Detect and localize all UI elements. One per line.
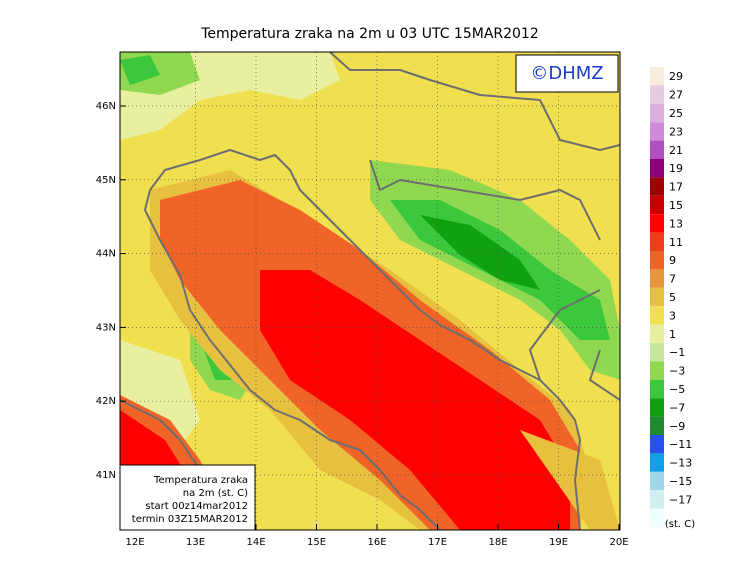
colorbar-swatch	[650, 67, 664, 86]
colorbar-swatch	[650, 159, 664, 178]
lat-label: 44N	[96, 249, 116, 260]
colorbar-label: −3	[669, 365, 685, 378]
colorbar-swatch	[650, 232, 664, 251]
colorbar-label: 19	[669, 162, 683, 175]
colorbar-label: −7	[669, 401, 685, 414]
info-lines: Temperatura zraka na 2m (st. C) start 00z1…	[132, 475, 248, 525]
info-line: Temperatura zraka	[153, 475, 248, 486]
colorbar-swatch	[650, 306, 664, 325]
colorbar-swatch	[650, 361, 664, 380]
info-line: na 2m (st. C)	[183, 488, 248, 499]
colorbar-label: 9	[669, 254, 676, 267]
colorbar-unit: (st. C)	[665, 519, 695, 530]
colorbar-label: −13	[669, 457, 692, 470]
colorbar-swatch	[650, 287, 664, 307]
colorbar-swatch	[650, 435, 664, 454]
lon-label: 12E	[125, 537, 144, 548]
plot-frame	[119, 51, 621, 531]
lon-label: 20E	[609, 537, 628, 548]
colorbar-label: 5	[669, 291, 676, 304]
colorbar-label: 1	[669, 328, 676, 341]
lon-label: 18E	[488, 537, 507, 548]
colorbar-swatch	[650, 416, 664, 435]
lon-label: 13E	[186, 537, 205, 548]
info-line: start 00z14mar2012	[145, 501, 248, 512]
colorbar-swatch	[650, 214, 664, 233]
colorbar-label: 23	[669, 125, 683, 138]
colorbar-swatch	[650, 343, 664, 362]
colorbar-label: 7	[669, 273, 676, 286]
colorbar-label: 13	[669, 217, 683, 230]
colorbar-label: −15	[669, 475, 692, 488]
logo-box	[515, 54, 619, 93]
colorbar-label: −9	[669, 420, 685, 433]
lon-label: 19E	[549, 537, 568, 548]
colorbar-swatch	[650, 453, 664, 472]
colorbar-label: −1	[669, 346, 685, 359]
colorbar-swatch	[650, 508, 664, 527]
colorbar-label: 21	[669, 144, 683, 157]
lat-label: 42N	[96, 396, 116, 407]
lon-label: 14E	[246, 537, 265, 548]
lat-label: 41N	[96, 470, 116, 481]
title: Temperatura zraka na 2m u 03 UTC 15MAR20…	[200, 26, 539, 42]
colorbar-label: 15	[669, 199, 683, 212]
colorbar-swatch	[650, 471, 664, 491]
lat-label: 43N	[96, 322, 116, 333]
logo: ©DHMZ	[530, 63, 603, 84]
colorbar-label: 29	[669, 70, 683, 83]
colorbar-swatch	[650, 122, 664, 141]
lon-label: 17E	[428, 537, 447, 548]
colorbar-swatch	[650, 398, 664, 417]
temperature-field	[120, 52, 620, 530]
lon-label: 16E	[367, 537, 386, 548]
colorbar-label: 3	[669, 309, 676, 322]
lon-label: 15E	[307, 537, 326, 548]
colorbar-swatch	[650, 324, 664, 343]
lat-label: 46N	[96, 101, 116, 112]
graticule: 12E 13E 14E 15E 16E 17E 18E 19E 20E 46N 45N 44N 43N 4…	[96, 52, 629, 548]
info-box	[119, 464, 256, 531]
colorbar-swatch	[650, 103, 664, 123]
colorbar-swatch	[650, 85, 664, 104]
colorbar-label: −11	[669, 438, 692, 451]
colorbar-swatch	[650, 490, 664, 509]
colorbar-label: 27	[669, 89, 683, 102]
colorbar-label: −17	[669, 493, 692, 506]
colorbar-label: 11	[669, 236, 683, 249]
colorbar-swatch	[650, 269, 664, 288]
colorbar-swatch	[650, 177, 664, 196]
colorbar-swatch	[650, 195, 664, 215]
info-line: termin 03Z15MAR2012	[132, 514, 248, 525]
lat-label: 45N	[96, 175, 116, 186]
colorbar-swatch	[650, 251, 664, 270]
colorbar-label: 17	[669, 181, 683, 194]
colorbar-swatch	[650, 379, 664, 399]
colorbar-swatch	[650, 140, 664, 159]
colorbar-label: 25	[669, 107, 683, 120]
colorbar-label: −5	[669, 383, 685, 396]
colorbar: 29 27 25 23 21 19 17 15 13 11 9 7 5 3 1 −1 −3 −5 −7 −9 −11 −1…	[650, 67, 692, 527]
